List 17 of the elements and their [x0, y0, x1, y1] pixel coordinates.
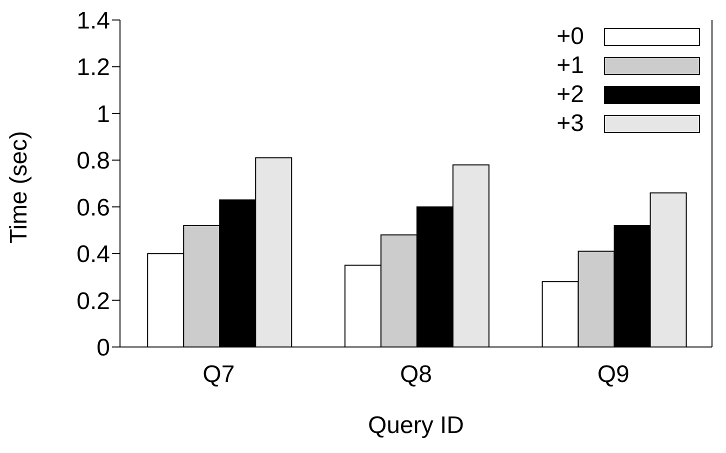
y-tick-label: 0.6 — [76, 194, 110, 222]
y-tick-label: 0.8 — [76, 148, 110, 175]
x-tick-label: Q9 — [597, 361, 630, 388]
legend-label: +1 — [556, 52, 584, 80]
y-tick-label: 1 — [96, 100, 110, 128]
legend-label: +0 — [556, 22, 584, 50]
x-axis-title: Query ID — [368, 412, 464, 439]
y-tick-label: 1.2 — [76, 54, 110, 82]
x-tick-label: Q7 — [202, 361, 235, 388]
legend-label: +2 — [556, 80, 584, 108]
y-tick-label: 0.2 — [76, 288, 110, 315]
y-tick-label: 0.4 — [76, 241, 110, 268]
x-tick-label: Q8 — [400, 361, 432, 388]
y-tick-label: 1.4 — [76, 8, 110, 35]
y-tick-label: 0 — [96, 334, 110, 362]
legend-label: +3 — [556, 110, 584, 138]
y-axis-title: Time (sec) — [6, 131, 33, 244]
